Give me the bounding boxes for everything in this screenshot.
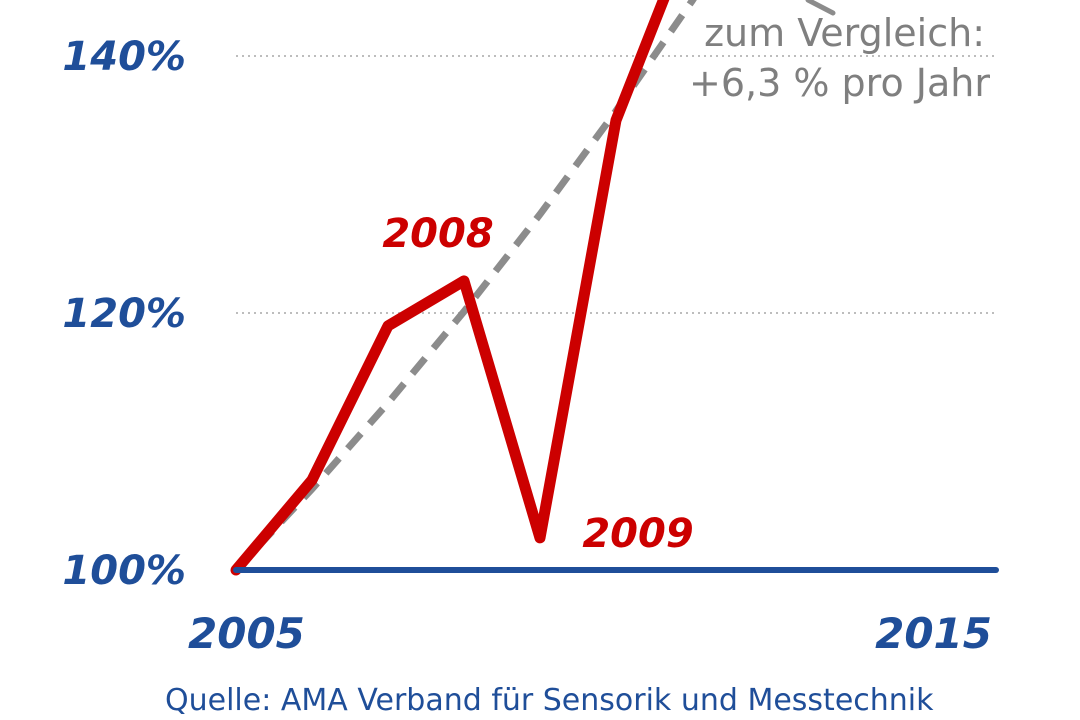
annotation-2008: 2008: [382, 211, 493, 257]
y-tick-label: 120%: [62, 291, 186, 337]
source-note: Quelle: AMA Verband für Sensorik und Mes…: [165, 683, 934, 718]
tick-labels: 100% 120% 140% 2005 2015: [62, 34, 992, 658]
annotation-2009: 2009: [582, 511, 693, 557]
series-layer: [230, 0, 670, 576]
series-main-line: [230, 0, 670, 576]
y-tick-label: 140%: [62, 34, 186, 80]
x-tick-label: 2005: [188, 609, 305, 658]
series-trend-line: [233, 0, 697, 573]
grid-lines: [236, 55, 996, 314]
comparison-label-line1: zum Vergleich:: [704, 11, 985, 55]
y-tick-label: 100%: [62, 548, 186, 594]
comparison-pointer: [805, 0, 836, 16]
trend-layer: [233, 0, 697, 573]
x-tick-label: 2015: [875, 609, 992, 658]
comparison-label-line2: +6,3 % pro Jahr: [689, 61, 990, 105]
